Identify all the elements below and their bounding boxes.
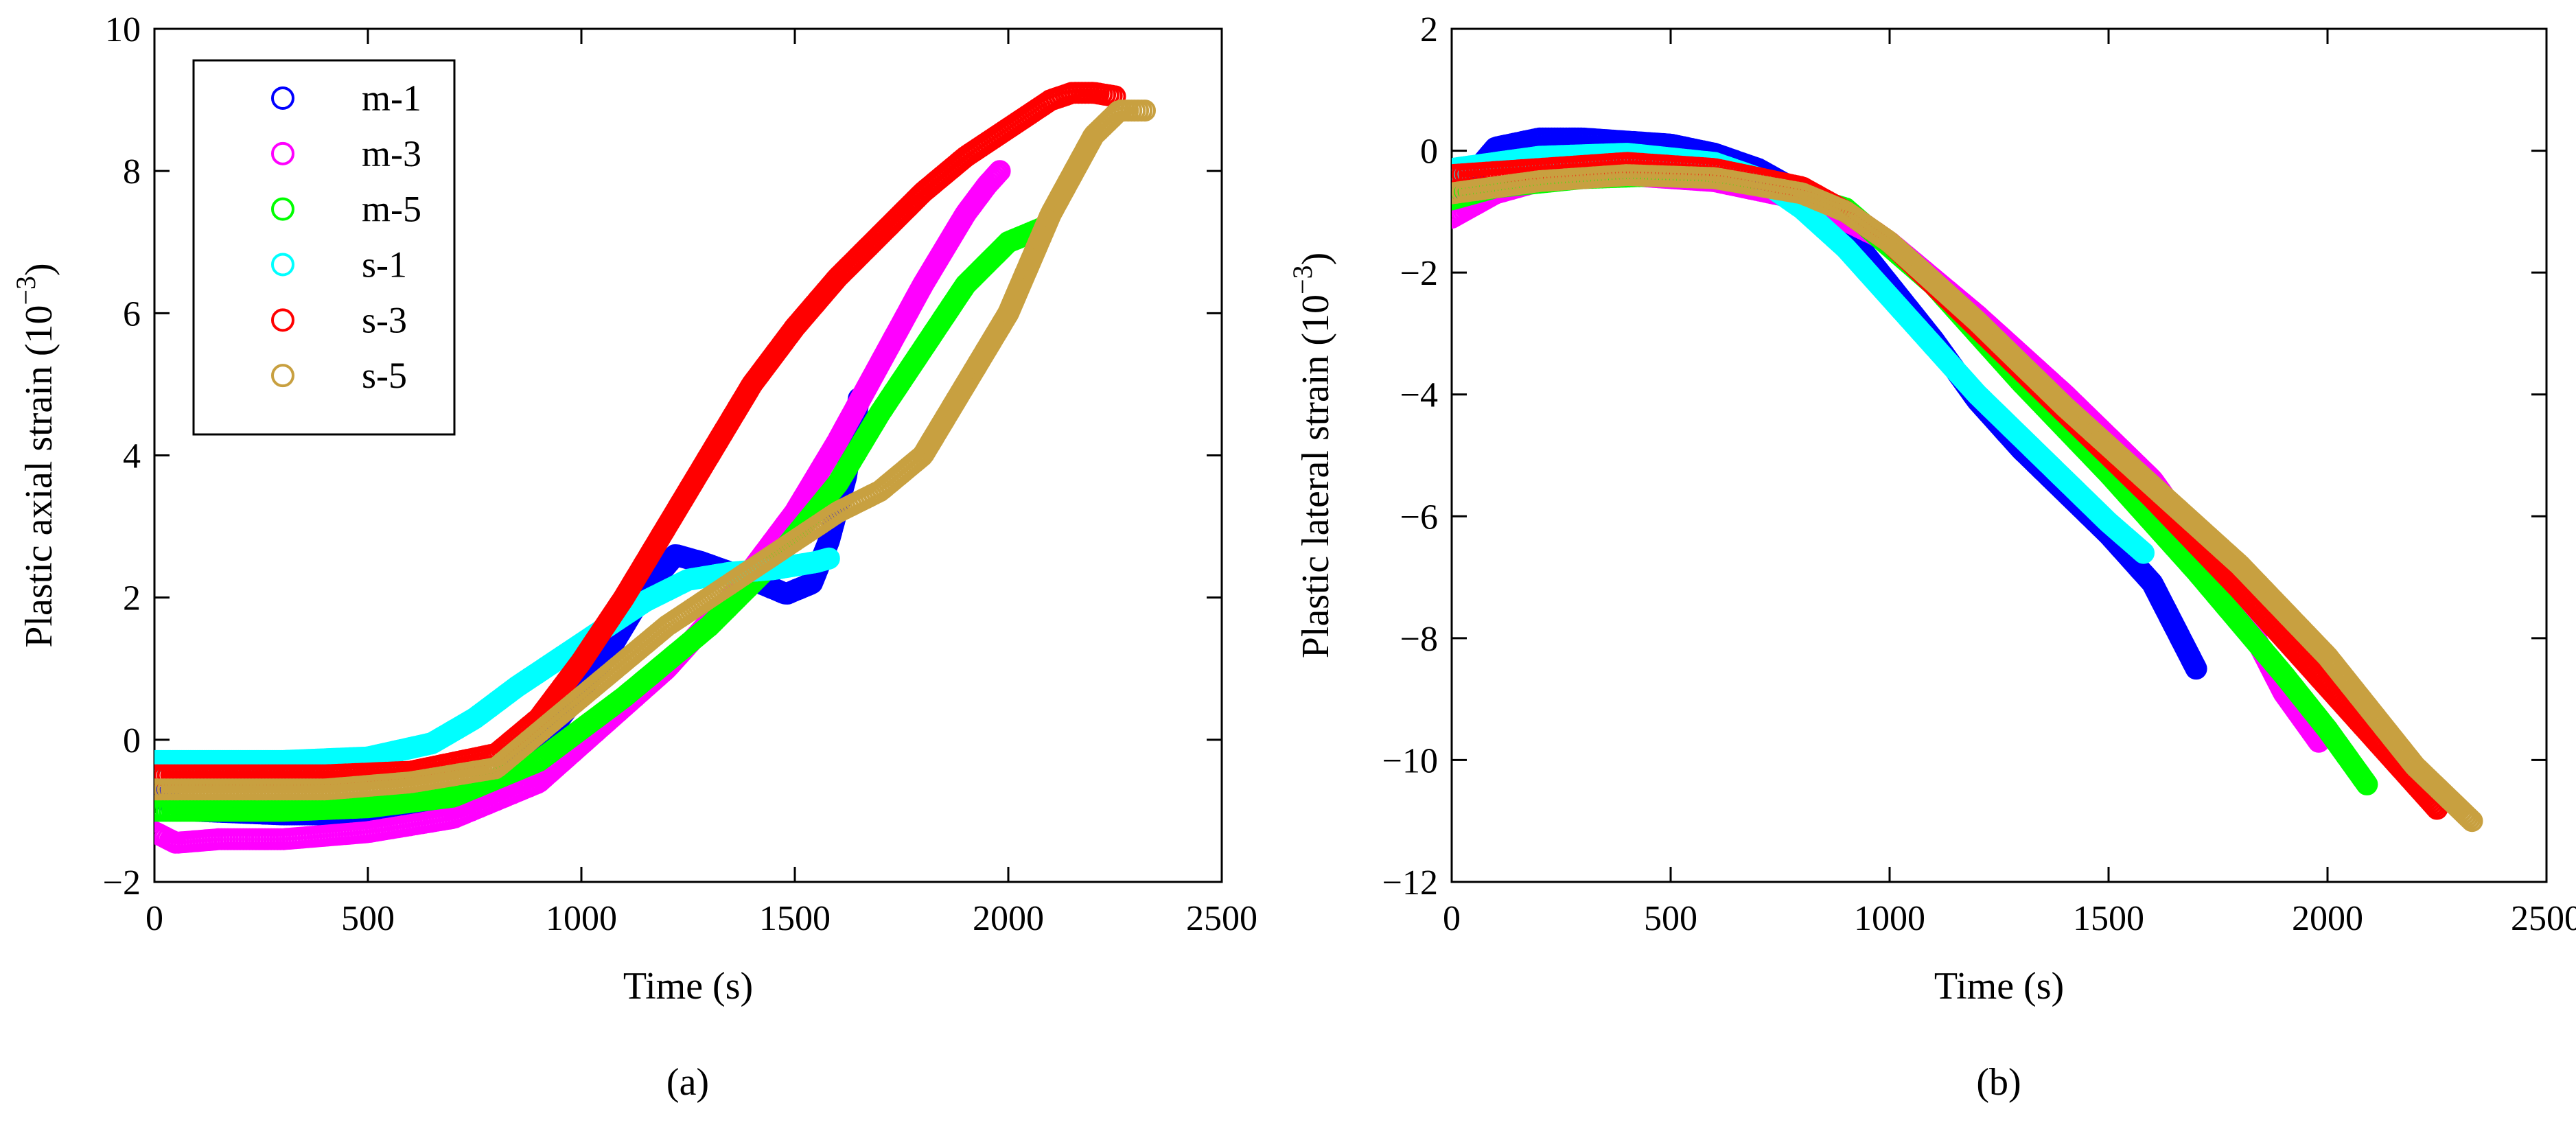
x-tick-label: 0 <box>146 899 163 938</box>
x-axis-label: Time (s) <box>623 965 753 1008</box>
y-tick-label: 2 <box>123 579 141 618</box>
panel-caption: (a) <box>666 1061 709 1104</box>
x-tick-label: 2500 <box>1186 899 1257 938</box>
x-tick-label: 2000 <box>973 899 1044 938</box>
y-axis-label: Plastic axial strain (10−3) <box>10 263 60 647</box>
x-tick-label: 1000 <box>546 899 617 938</box>
x-tick-label: 500 <box>341 899 395 938</box>
x-tick-label: 1500 <box>759 899 831 938</box>
y-tick-label: −2 <box>103 863 141 903</box>
y-tick-label: 0 <box>123 721 141 760</box>
legend-label: s-5 <box>362 355 407 396</box>
y-tick-label: 10 <box>105 10 141 49</box>
y-tick-label: 6 <box>123 294 141 334</box>
legend-label: m-5 <box>362 189 421 230</box>
legend-label: s-1 <box>362 244 407 286</box>
y-tick-label: 4 <box>123 437 141 476</box>
legend-label: s-3 <box>362 299 407 340</box>
y-tick-label: 8 <box>123 152 141 191</box>
legend-label: m-3 <box>362 133 421 174</box>
legend-label: m-1 <box>362 78 421 119</box>
legend: m-1 m-3 m-5 s-1 s-3 s-5 <box>194 60 454 434</box>
